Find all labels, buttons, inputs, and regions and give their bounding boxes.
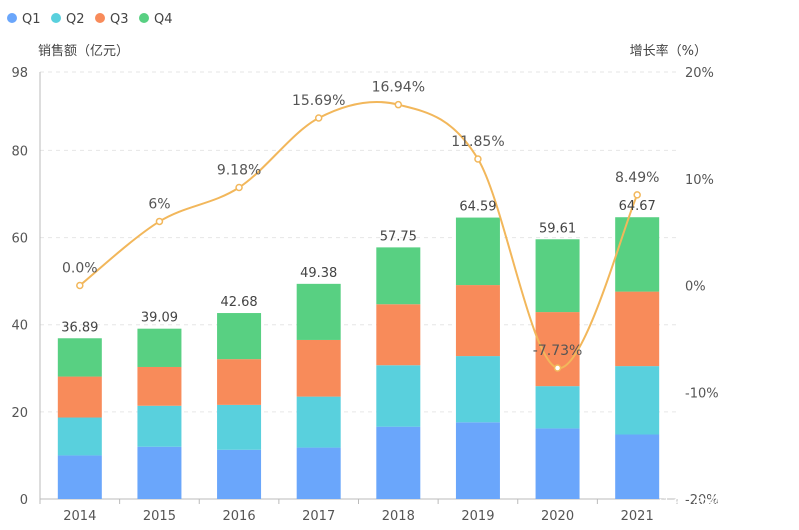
bar-q4-2016 <box>217 313 262 360</box>
total-label-2015: 39.09 <box>141 311 178 326</box>
bar-q2-2018 <box>376 365 421 427</box>
x-tick-label: 2020 <box>541 509 574 524</box>
bar-q1-2015 <box>137 446 182 499</box>
y2-tick-label: -20% <box>685 493 719 508</box>
y2-tick-label: 0% <box>685 280 706 295</box>
total-label-2021: 64.67 <box>619 199 656 214</box>
growth-label-2021: 8.49% <box>615 170 659 186</box>
bar-q4-2021 <box>615 217 660 292</box>
bar-q2-2017 <box>296 396 341 448</box>
legend-marker-q2 <box>51 13 61 23</box>
bar-q1-2014 <box>57 455 102 499</box>
growth-label-2014: 0.0% <box>62 261 98 277</box>
bar-q1-2018 <box>376 426 421 499</box>
grid-lines <box>40 71 677 413</box>
bar-q4-2018 <box>376 247 421 305</box>
legend-label-q4: Q4 <box>154 12 173 27</box>
total-label-2020: 59.61 <box>539 221 576 236</box>
growth-label-2019: 11.85% <box>451 134 504 150</box>
x-tick-label: 2016 <box>223 509 256 524</box>
growth-point-2014 <box>76 281 84 290</box>
bar-q2-2016 <box>217 404 262 450</box>
x-tick-label: 2015 <box>143 509 176 524</box>
growth-line-series <box>76 100 641 372</box>
bar-q3-2019 <box>455 285 500 357</box>
total-label-2014: 36.89 <box>61 320 98 335</box>
growth-point-2018 <box>394 100 403 109</box>
bar-q4-2019 <box>455 217 500 286</box>
bar-q3-2014 <box>57 376 102 418</box>
y-tick-label: 20 <box>11 406 28 421</box>
bar-q2-2015 <box>137 405 182 447</box>
legend-label-q2: Q2 <box>66 12 85 27</box>
watermark-text: 头条 @药融云 <box>658 494 753 512</box>
growth-label-2017: 15.69% <box>292 93 345 109</box>
y2-tick-label: 10% <box>685 173 714 188</box>
bar-q1-2019 <box>455 422 500 499</box>
x-tick-label: 2021 <box>621 509 654 524</box>
y2-tick-label: 20% <box>685 66 714 81</box>
axes: 0 20 40 60 80 98 -20% -10% 0% 10% 20% 2014 2015 2016 2… <box>11 66 718 524</box>
total-label-2018: 57.75 <box>380 229 417 244</box>
bar-q1-2021 <box>615 434 660 499</box>
x-tick-label: 2019 <box>461 509 494 524</box>
bar-q3-2016 <box>217 359 262 405</box>
legend-marker-q1 <box>7 13 17 23</box>
legend-label-q3: Q3 <box>110 12 129 27</box>
bar-q3-2018 <box>376 304 421 366</box>
y-tick-label: 60 <box>11 232 28 247</box>
growth-point-2015 <box>155 217 164 226</box>
growth-point-2017 <box>314 114 323 122</box>
total-label-2016: 42.68 <box>220 295 257 310</box>
bar-q3-2015 <box>137 366 182 406</box>
y-axis-title: 销售额（亿元） <box>38 43 129 59</box>
total-label-2017: 49.38 <box>300 266 337 281</box>
growth-point-2019 <box>474 155 482 163</box>
bar-q1-2016 <box>217 449 262 499</box>
y-tick-label: 0 <box>20 493 28 508</box>
legend-marker-q4 <box>139 13 149 23</box>
bar-q2-2021 <box>615 366 660 435</box>
bar-q4-2015 <box>137 328 182 367</box>
legend-label-q1: Q1 <box>22 12 41 27</box>
x-tick-label: 2017 <box>302 509 335 524</box>
bar-series <box>57 217 660 499</box>
total-label-2019: 64.59 <box>459 200 496 215</box>
y2-tick-label: -10% <box>685 386 719 401</box>
bar-q3-2017 <box>296 339 341 397</box>
growth-point-2020 <box>553 364 562 372</box>
y-tick-label: 40 <box>11 319 28 334</box>
bar-q4-2014 <box>57 338 102 377</box>
x-tick-label: 2018 <box>382 509 415 524</box>
y-tick-label: 98 <box>11 66 28 81</box>
bar-q3-2021 <box>615 291 660 367</box>
y2-axis-title: 增长率（%） <box>630 43 707 59</box>
bar-q4-2020 <box>535 239 580 313</box>
bar-q4-2017 <box>296 283 341 340</box>
data-labels: 36.89 39.09 42.68 49.38 57.75 64.59 59.61 64.67… <box>61 80 659 359</box>
x-tick-label: 2014 <box>63 509 96 524</box>
bar-q2-2019 <box>455 356 500 423</box>
bar-q2-2014 <box>57 417 102 456</box>
y-tick-label: 80 <box>11 144 28 159</box>
growth-label-2015: 6% <box>148 196 170 212</box>
bar-q1-2020 <box>535 428 580 499</box>
growth-label-2018: 16.94% <box>372 80 425 96</box>
growth-point-2016 <box>235 183 243 192</box>
bar-q2-2020 <box>535 386 580 429</box>
bar-q1-2017 <box>296 447 341 499</box>
legend-marker-q3 <box>95 13 105 23</box>
growth-point-2021 <box>633 191 641 199</box>
growth-label-2020: -7.73% <box>533 343 583 359</box>
legend[interactable]: Q1 Q2 Q3 Q4 <box>7 12 173 27</box>
growth-label-2016: 9.18% <box>217 163 261 179</box>
